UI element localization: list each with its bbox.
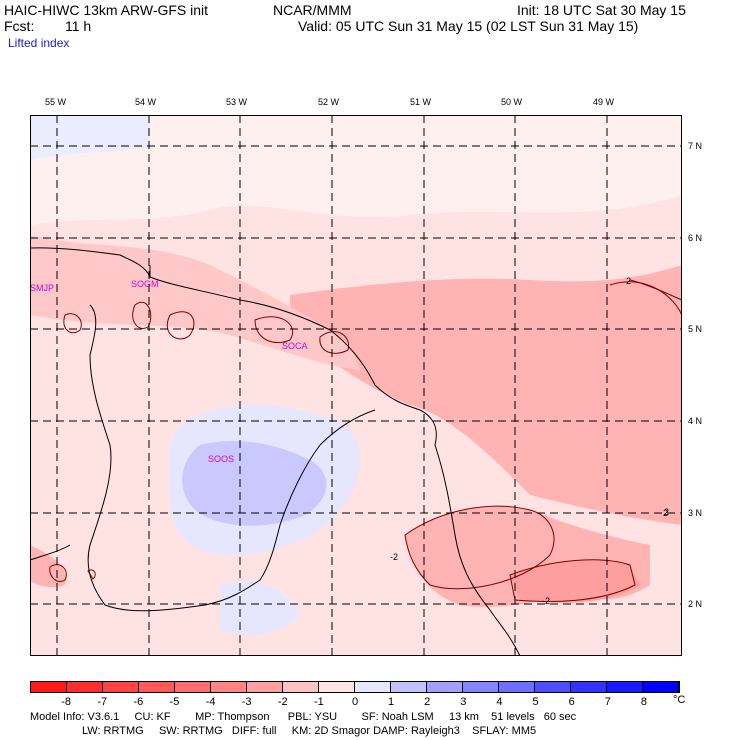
forecast-label: Fcst: <box>4 18 35 34</box>
colorbar-tick-label: -5 <box>169 696 180 708</box>
lon-label: 55 W <box>45 97 67 107</box>
coastline-borders <box>30 247 521 656</box>
colorbar-tick-label: 3 <box>460 696 467 708</box>
model-info-line1: Model Info: V3.6.1 CU: KF MP: Thompson P… <box>30 711 577 723</box>
lat-label: 5 N <box>688 324 703 334</box>
init-time: Init: 18 UTC Sat 30 May 15 <box>517 2 686 18</box>
contour-label: 2 <box>626 276 631 286</box>
colorbar <box>30 681 680 693</box>
colorbar-swatch <box>211 682 247 692</box>
colorbar-swatch <box>175 682 211 692</box>
valid-time: Valid: 05 UTC Sun 31 May 15 (02 LST Sun … <box>298 18 639 34</box>
latlon-grid <box>30 115 682 656</box>
colorbar-swatch <box>607 682 643 692</box>
colorbar-tick-label: -8 <box>61 696 71 708</box>
north-positive-patch <box>30 115 150 160</box>
lifted-index-map: SMJP SOGM SOCA SOOS 2 2 -2 2 -2 <box>30 115 682 656</box>
interior-positive-core <box>182 440 327 526</box>
colorbar-swatch <box>463 682 499 692</box>
map-frame <box>30 115 682 656</box>
colorbar-swatch <box>31 682 67 692</box>
colorbar-swatch <box>247 682 283 692</box>
colorbar-swatch <box>643 682 679 692</box>
north-weak-band <box>30 115 682 225</box>
colorbar-swatch <box>571 682 607 692</box>
colorbar-tick-label: -1 <box>313 696 324 708</box>
colorbar-tick-label: 8 <box>640 696 647 708</box>
east-negative-region <box>290 265 682 525</box>
colorbar-tick-label: -4 <box>205 696 216 708</box>
colorbar-swatch <box>391 682 427 692</box>
south-positive-patch <box>220 581 300 635</box>
contour-label: -2 <box>390 552 398 562</box>
colorbar-tick-label: -7 <box>97 696 108 708</box>
forecast-hour: 11 h <box>65 18 92 34</box>
colorbar-swatch <box>535 682 571 692</box>
contour-label: 2 <box>663 508 668 518</box>
colorbar-swatch <box>319 682 355 692</box>
lon-label: 50 W <box>501 97 523 107</box>
colorbar-tick-label: 7 <box>604 696 611 708</box>
model-info-line2: LW: RRTMG SW: RRTMG DIFF: full KM: 2D Sm… <box>30 725 537 737</box>
lat-label: 2 N <box>688 599 703 609</box>
station-label-sogm: SOGM <box>131 279 159 289</box>
colorbar-swatch <box>67 682 103 692</box>
field-name: Lifted index <box>8 36 70 50</box>
contour-lines <box>49 279 682 602</box>
lon-label: 51 W <box>410 97 432 107</box>
contour-label: 2 <box>664 507 669 517</box>
colorbar-tick-label: 0 <box>351 696 359 708</box>
colorbar-tick-label: 4 <box>496 696 503 708</box>
colorbar-swatch <box>139 682 175 692</box>
colorbar-tick-label: 2 <box>424 696 431 708</box>
lon-label: 52 W <box>318 97 340 107</box>
lat-label: 6 N <box>688 233 703 243</box>
colorbar-tick-label: 1 <box>388 696 395 708</box>
colorbar-tick-label: 5 <box>532 696 539 708</box>
lon-label: 53 W <box>226 97 248 107</box>
colorbar-tick-label: -3 <box>241 696 252 708</box>
lat-label: 7 N <box>688 141 703 151</box>
station-label-soca: SOCA <box>282 341 308 351</box>
contour-label: -2 <box>542 596 550 606</box>
org-label: NCAR/MMM <box>273 2 352 18</box>
coastal-negative-band <box>30 235 360 370</box>
colorbar-unit: °C <box>673 694 686 706</box>
station-label-smjp: SMJP <box>30 283 54 293</box>
colorbar-tick-label: -2 <box>277 696 288 708</box>
colorbar-swatch <box>103 682 139 692</box>
colorbar-tick-label: -6 <box>133 696 144 708</box>
station-label-soos: SOOS <box>208 454 234 464</box>
lat-label: 3 N <box>688 508 703 518</box>
colorbar-swatch <box>283 682 319 692</box>
colorbar-swatch <box>427 682 463 692</box>
colorbar-swatch <box>499 682 535 692</box>
model-title: HAIC-HIWC 13km ARW-GFS init <box>4 2 209 18</box>
lon-label: 49 W <box>593 97 615 107</box>
lon-label: 54 W <box>135 97 157 107</box>
colorbar-swatch <box>355 682 391 692</box>
colorbar-tick-label: 6 <box>568 696 575 708</box>
lat-label: 4 N <box>688 416 703 426</box>
